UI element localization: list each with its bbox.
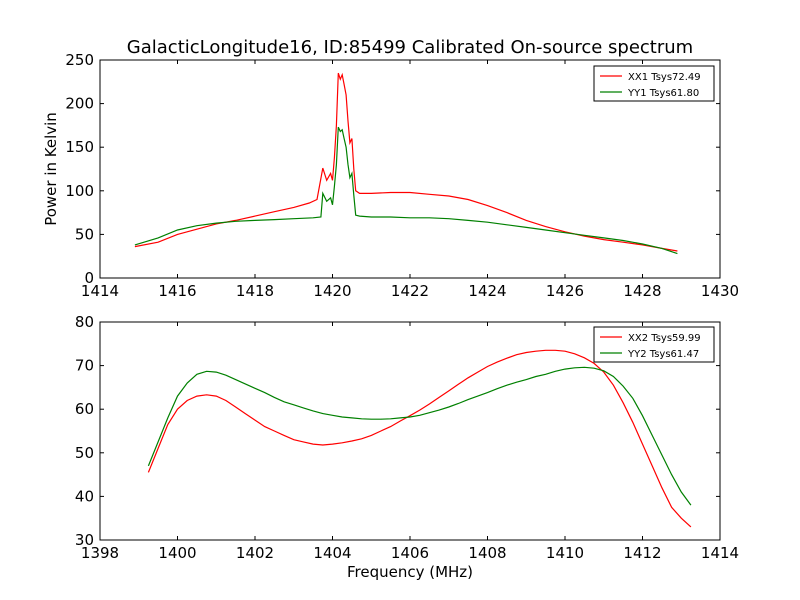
top-legend-label-2: YY1 Tsys61.80 xyxy=(627,88,699,99)
bottom-y-tick-label: 40 xyxy=(75,487,94,505)
chart-title: GalacticLongitude16, ID:85499 Calibrated… xyxy=(127,37,693,58)
bottom-x-tick-label: 1402 xyxy=(236,544,274,562)
bottom-x-tick-label: 1412 xyxy=(623,544,661,562)
top-y-tick-label: 250 xyxy=(65,51,94,69)
bottom-legend-label-2: YY2 Tsys61.47 xyxy=(627,349,699,360)
top-x-tick-label: 1428 xyxy=(623,282,661,300)
top-x-tick-label: 1424 xyxy=(468,282,506,300)
top-x-tick-label: 1416 xyxy=(158,282,196,300)
bottom-x-tick-label: 1414 xyxy=(701,544,739,562)
bottom-y-tick-label: 60 xyxy=(75,400,94,418)
bottom-x-tick-label: 1406 xyxy=(391,544,429,562)
bottom-y-tick-label: 70 xyxy=(75,357,94,375)
bottom-x-tick-label: 1400 xyxy=(158,544,196,562)
top-x-tick-label: 1418 xyxy=(236,282,274,300)
top-y-tick-label: 150 xyxy=(65,138,94,156)
bottom-y-tick-label: 30 xyxy=(75,531,94,549)
bottom-y-tick-label: 80 xyxy=(75,313,94,331)
bottom-x-tick-label: 1410 xyxy=(546,544,584,562)
top-y-tick-label: 50 xyxy=(75,225,94,243)
top-x-tick-label: 1430 xyxy=(701,282,739,300)
bottom-legend-label-1: XX2 Tsys59.99 xyxy=(628,333,701,344)
bottom-y-tick-label: 50 xyxy=(75,444,94,462)
bottom-x-tick-label: 1404 xyxy=(313,544,351,562)
top-y-tick-label: 100 xyxy=(65,182,94,200)
top-y-axis-label: Power in Kelvin xyxy=(42,112,60,226)
figure: GalacticLongitude16, ID:85499 Calibrated… xyxy=(0,0,800,600)
top-x-tick-label: 1426 xyxy=(546,282,584,300)
bottom-x-tick-label: 1408 xyxy=(468,544,506,562)
top-y-tick-label: 0 xyxy=(84,269,94,287)
top-x-tick-label: 1422 xyxy=(391,282,429,300)
top-legend-label-1: XX1 Tsys72.49 xyxy=(628,72,701,83)
top-x-tick-label: 1420 xyxy=(313,282,351,300)
bottom-x-axis-label: Frequency (MHz) xyxy=(347,563,473,581)
top-y-tick-label: 200 xyxy=(65,95,94,113)
